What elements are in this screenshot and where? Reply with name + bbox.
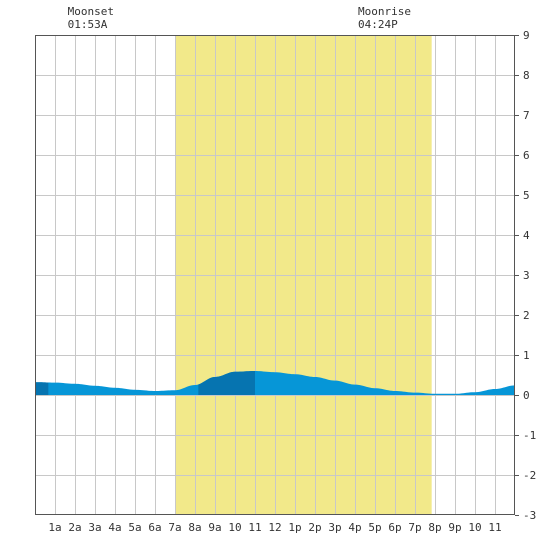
x-tick-label: 12: [268, 521, 281, 534]
x-tick-label: 6p: [388, 521, 401, 534]
x-tick-label: 7a: [168, 521, 181, 534]
x-tick-label: 11: [248, 521, 261, 534]
x-tick-label: 7p: [408, 521, 421, 534]
y-tick-label: 9: [523, 29, 530, 42]
y-tick-label: -1: [523, 429, 536, 442]
x-tick-label: 8a: [188, 521, 201, 534]
x-tick-label: 3p: [328, 521, 341, 534]
y-tick-label: 2: [523, 309, 530, 322]
x-tick-label: 1a: [48, 521, 61, 534]
moon-event-time: 04:24P: [358, 18, 398, 31]
x-tick-label: 4a: [108, 521, 121, 534]
y-tick-label: 1: [523, 349, 530, 362]
tide-area-shade: [35, 382, 49, 395]
x-tick-label: 2a: [68, 521, 81, 534]
x-tick-label: 10: [228, 521, 241, 534]
moon-event-label: Moonset: [68, 5, 114, 18]
x-tick-label: 5a: [128, 521, 141, 534]
plot-frame: [35, 35, 515, 515]
x-tick-label: 6a: [148, 521, 161, 534]
x-tick-label: 4p: [348, 521, 361, 534]
x-tick-label: 10: [468, 521, 481, 534]
x-tick-label: 3a: [88, 521, 101, 534]
x-tick-label: 9a: [208, 521, 221, 534]
y-tick-label: 5: [523, 189, 530, 202]
x-tick-label: 1p: [288, 521, 301, 534]
x-tick-label: 8p: [428, 521, 441, 534]
x-tick-label: 9p: [448, 521, 461, 534]
x-tick-label: 5p: [368, 521, 381, 534]
x-tick-label: 11: [488, 521, 501, 534]
y-tick-label: -2: [523, 469, 536, 482]
y-tick-label: 0: [523, 389, 530, 402]
y-tick-label: -3: [523, 509, 536, 522]
y-tick-label: 8: [523, 69, 530, 82]
moon-event-label: Moonrise: [358, 5, 411, 18]
y-tick-label: 7: [523, 109, 530, 122]
moon-event-time: 01:53A: [68, 18, 108, 31]
y-tick-label: 3: [523, 269, 530, 282]
x-tick-label: 2p: [308, 521, 321, 534]
tide-area: [35, 371, 515, 395]
tide-area-shade: [198, 371, 255, 395]
y-tick-label: 4: [523, 229, 530, 242]
y-tick-label: 6: [523, 149, 530, 162]
